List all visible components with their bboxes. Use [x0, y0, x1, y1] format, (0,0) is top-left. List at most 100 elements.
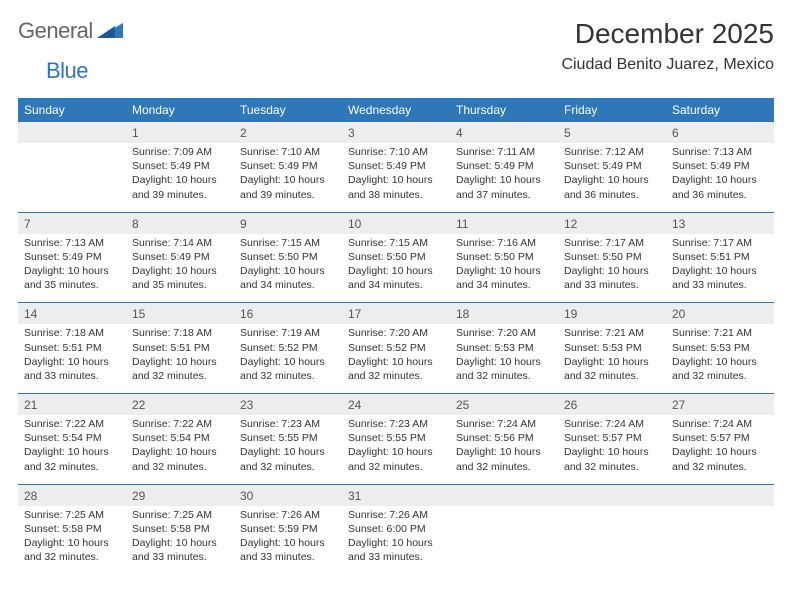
day-cell: Sunrise: 7:13 AMSunset: 5:49 PMDaylight:…: [666, 143, 774, 212]
daylight-text-2: and 33 minutes.: [240, 550, 336, 564]
daylight-text-1: Daylight: 10 hours: [456, 355, 552, 369]
daylight-text-2: and 37 minutes.: [456, 188, 552, 202]
sunrise-text: Sunrise: 7:17 AM: [672, 236, 768, 250]
daylight-text-2: and 33 minutes.: [348, 550, 444, 564]
sunset-text: Sunset: 5:49 PM: [564, 159, 660, 173]
sunset-text: Sunset: 5:49 PM: [132, 159, 228, 173]
sunrise-text: Sunrise: 7:20 AM: [348, 326, 444, 340]
daylight-text-1: Daylight: 10 hours: [132, 445, 228, 459]
daylight-text-1: Daylight: 10 hours: [456, 445, 552, 459]
sunset-text: Sunset: 5:49 PM: [132, 250, 228, 264]
weekday-sat: Saturday: [666, 98, 774, 122]
daylight-text-1: Daylight: 10 hours: [456, 264, 552, 278]
day-cell: Sunrise: 7:21 AMSunset: 5:53 PMDaylight:…: [558, 324, 666, 393]
day-cell: Sunrise: 7:20 AMSunset: 5:52 PMDaylight:…: [342, 324, 450, 393]
daylight-text-2: and 35 minutes.: [24, 278, 120, 292]
weekday-wed: Wednesday: [342, 98, 450, 122]
day-number: [18, 122, 126, 143]
daylight-text-2: and 32 minutes.: [672, 369, 768, 383]
day-number: 22: [126, 394, 234, 416]
daylight-text-1: Daylight: 10 hours: [240, 445, 336, 459]
daylight-text-2: and 33 minutes.: [564, 278, 660, 292]
day-cell: Sunrise: 7:13 AMSunset: 5:49 PMDaylight:…: [18, 234, 126, 303]
daylight-text-1: Daylight: 10 hours: [672, 355, 768, 369]
weekday-mon: Monday: [126, 98, 234, 122]
day-cell: Sunrise: 7:23 AMSunset: 5:55 PMDaylight:…: [234, 415, 342, 484]
sunrise-text: Sunrise: 7:22 AM: [132, 417, 228, 431]
day-number: 1: [126, 122, 234, 143]
day-number: 20: [666, 303, 774, 325]
daylight-text-2: and 36 minutes.: [564, 188, 660, 202]
day-cell: Sunrise: 7:18 AMSunset: 5:51 PMDaylight:…: [18, 324, 126, 393]
day-number: 21: [18, 394, 126, 416]
sunset-text: Sunset: 5:50 PM: [456, 250, 552, 264]
day-number: 10: [342, 212, 450, 234]
sunset-text: Sunset: 5:53 PM: [672, 341, 768, 355]
sunrise-text: Sunrise: 7:26 AM: [348, 508, 444, 522]
location-subtitle: Ciudad Benito Juarez, Mexico: [561, 56, 774, 74]
day-number: 2: [234, 122, 342, 143]
day-number: 14: [18, 303, 126, 325]
daylight-text-1: Daylight: 10 hours: [348, 355, 444, 369]
day-cell: Sunrise: 7:26 AMSunset: 5:59 PMDaylight:…: [234, 506, 342, 575]
day-cell: [558, 506, 666, 575]
day-cell: Sunrise: 7:20 AMSunset: 5:53 PMDaylight:…: [450, 324, 558, 393]
day-cell: Sunrise: 7:16 AMSunset: 5:50 PMDaylight:…: [450, 234, 558, 303]
daylight-text-2: and 39 minutes.: [240, 188, 336, 202]
daylight-text-1: Daylight: 10 hours: [348, 173, 444, 187]
day-cell: Sunrise: 7:10 AMSunset: 5:49 PMDaylight:…: [234, 143, 342, 212]
sunrise-text: Sunrise: 7:13 AM: [24, 236, 120, 250]
day-number: 8: [126, 212, 234, 234]
day-number: 7: [18, 212, 126, 234]
day-cell: Sunrise: 7:25 AMSunset: 5:58 PMDaylight:…: [126, 506, 234, 575]
sunrise-text: Sunrise: 7:24 AM: [564, 417, 660, 431]
day-number: 31: [342, 484, 450, 506]
daylight-text-2: and 32 minutes.: [24, 550, 120, 564]
sunrise-text: Sunrise: 7:18 AM: [132, 326, 228, 340]
sunrise-text: Sunrise: 7:13 AM: [672, 145, 768, 159]
daylight-text-2: and 32 minutes.: [348, 460, 444, 474]
sunset-text: Sunset: 5:50 PM: [564, 250, 660, 264]
day-number: 15: [126, 303, 234, 325]
daylight-text-2: and 32 minutes.: [132, 369, 228, 383]
day-number: 26: [558, 394, 666, 416]
info-row: Sunrise: 7:09 AMSunset: 5:49 PMDaylight:…: [18, 143, 774, 212]
day-cell: Sunrise: 7:26 AMSunset: 6:00 PMDaylight:…: [342, 506, 450, 575]
day-number: 28: [18, 484, 126, 506]
weekday-sun: Sunday: [18, 98, 126, 122]
daylight-text-2: and 33 minutes.: [24, 369, 120, 383]
sunrise-text: Sunrise: 7:16 AM: [456, 236, 552, 250]
day-number: 27: [666, 394, 774, 416]
sunset-text: Sunset: 5:53 PM: [456, 341, 552, 355]
day-cell: Sunrise: 7:24 AMSunset: 5:56 PMDaylight:…: [450, 415, 558, 484]
daynum-row: 21 22 23 24 25 26 27: [18, 394, 774, 416]
sunrise-text: Sunrise: 7:18 AM: [24, 326, 120, 340]
day-number: 3: [342, 122, 450, 143]
daylight-text-2: and 32 minutes.: [132, 460, 228, 474]
sunrise-text: Sunrise: 7:24 AM: [456, 417, 552, 431]
sunrise-text: Sunrise: 7:26 AM: [240, 508, 336, 522]
daylight-text-1: Daylight: 10 hours: [348, 536, 444, 550]
daynum-row: 28 29 30 31: [18, 484, 774, 506]
sunrise-text: Sunrise: 7:11 AM: [456, 145, 552, 159]
daylight-text-2: and 32 minutes.: [240, 460, 336, 474]
sunset-text: Sunset: 5:49 PM: [24, 250, 120, 264]
daylight-text-2: and 32 minutes.: [348, 369, 444, 383]
day-cell: Sunrise: 7:15 AMSunset: 5:50 PMDaylight:…: [342, 234, 450, 303]
day-number: [450, 484, 558, 506]
day-number: 23: [234, 394, 342, 416]
daylight-text-1: Daylight: 10 hours: [564, 173, 660, 187]
daylight-text-1: Daylight: 10 hours: [24, 264, 120, 278]
day-number: 9: [234, 212, 342, 234]
sunrise-text: Sunrise: 7:23 AM: [240, 417, 336, 431]
daylight-text-2: and 32 minutes.: [240, 369, 336, 383]
sunrise-text: Sunrise: 7:17 AM: [564, 236, 660, 250]
daylight-text-2: and 32 minutes.: [456, 369, 552, 383]
day-number: 19: [558, 303, 666, 325]
day-cell: Sunrise: 7:18 AMSunset: 5:51 PMDaylight:…: [126, 324, 234, 393]
sunset-text: Sunset: 6:00 PM: [348, 522, 444, 536]
sunset-text: Sunset: 5:51 PM: [24, 341, 120, 355]
weekday-thu: Thursday: [450, 98, 558, 122]
day-number: 18: [450, 303, 558, 325]
sunset-text: Sunset: 5:56 PM: [456, 431, 552, 445]
